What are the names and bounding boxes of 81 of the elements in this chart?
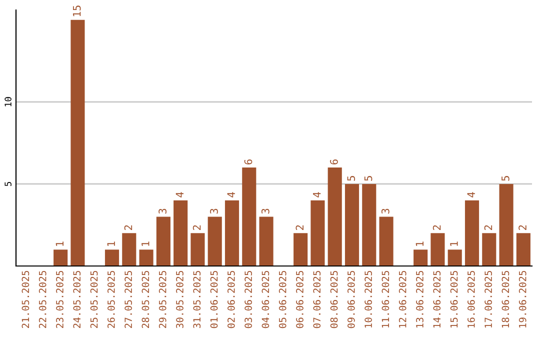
x-tick-label: 05.06.2025: [278, 270, 286, 328]
bar: [294, 233, 308, 266]
bar: [414, 250, 428, 266]
data-label: 6: [330, 159, 338, 164]
data-label: 1: [107, 242, 115, 246]
x-tick-label: 15.06.2025: [450, 270, 458, 328]
bar: [482, 233, 496, 266]
bar: [516, 233, 530, 266]
data-label: 2: [124, 225, 132, 230]
x-tick-label: 01.06.2025: [210, 270, 218, 328]
x-tick-label: 11.06.2025: [382, 270, 390, 328]
data-label: 1: [56, 242, 64, 246]
data-label: 5: [502, 176, 510, 181]
bar: [328, 168, 342, 266]
data-label: 4: [467, 192, 475, 198]
data-label: 5: [347, 176, 356, 181]
data-label: 2: [432, 225, 441, 230]
bar: [190, 233, 205, 266]
bar: [242, 168, 256, 266]
x-tick-label: 02.06.2025: [227, 270, 235, 328]
data-label: 1: [142, 242, 150, 246]
bar: [54, 250, 68, 266]
x-tick-label: 04.06.2025: [262, 270, 270, 328]
x-tick-label: 27.05.2025: [124, 270, 132, 328]
x-tick-label: 07.06.2025: [313, 270, 321, 328]
bar: [208, 216, 222, 266]
x-tick-label: 12.06.2025: [398, 270, 406, 328]
bar: [259, 216, 274, 266]
x-tick-label: 13.06.2025: [416, 270, 424, 328]
data-label: 3: [210, 208, 218, 214]
bar: [362, 184, 376, 266]
x-tick-label: 14.06.2025: [433, 270, 441, 328]
bar: [174, 200, 188, 266]
data-label: 6: [244, 159, 252, 164]
bar: [448, 250, 462, 266]
x-tick-label: 03.06.2025: [244, 270, 252, 328]
x-tick-label: 22.05.2025: [38, 270, 46, 328]
bar: [464, 200, 480, 266]
x-tick-label: 10.06.2025: [364, 270, 372, 328]
bar: [156, 216, 170, 266]
x-tick-label: 17.06.2025: [484, 270, 492, 328]
x-tick-label: 26.05.2025: [107, 270, 115, 328]
x-tick-label: 29.05.2025: [158, 270, 166, 328]
x-tick-label: 24.05.2025: [73, 270, 81, 328]
data-label: 2: [296, 225, 304, 230]
x-tick-label: 19.06.2025: [518, 270, 526, 328]
data-label: 4: [313, 192, 321, 198]
x-tick-label: 08.06.2025: [330, 270, 338, 328]
x-tick-label: 28.05.2025: [142, 270, 150, 328]
bar: [70, 20, 85, 266]
x-tick-label: 06.06.2025: [296, 270, 304, 328]
x-tick-label: 09.06.2025: [347, 270, 355, 328]
data-label: 2: [192, 225, 201, 230]
x-tick-label: 18.06.2025: [502, 270, 510, 328]
data-label: 3: [261, 208, 270, 214]
bar: [224, 200, 240, 266]
data-label: 4: [176, 192, 184, 198]
bar: [139, 250, 154, 266]
y-tick-label: 10: [4, 97, 12, 106]
data-label: 5: [364, 176, 372, 181]
data-label: 3: [381, 208, 390, 214]
bar: [379, 216, 394, 266]
x-tick-label: 25.05.2025: [90, 270, 98, 328]
x-tick-label: 23.05.2025: [56, 270, 64, 328]
x-tick-label: 30.05.2025: [176, 270, 184, 328]
data-label: 1: [450, 242, 458, 246]
bar: [104, 250, 120, 266]
bar: [344, 184, 360, 266]
bar: [310, 200, 325, 266]
x-tick-label: 21.05.2025: [22, 270, 30, 328]
data-label: 2: [484, 225, 492, 230]
data-label: 3: [158, 208, 166, 214]
bar: [430, 233, 445, 266]
data-label: 1: [416, 242, 424, 246]
data-label: 15: [73, 6, 81, 16]
data-label: 4: [227, 192, 235, 198]
x-tick-label: 31.05.2025: [193, 270, 201, 328]
bar: [499, 184, 514, 266]
data-label: 2: [518, 225, 526, 230]
x-tick-label: 16.06.2025: [467, 270, 475, 328]
bar: [122, 233, 136, 266]
